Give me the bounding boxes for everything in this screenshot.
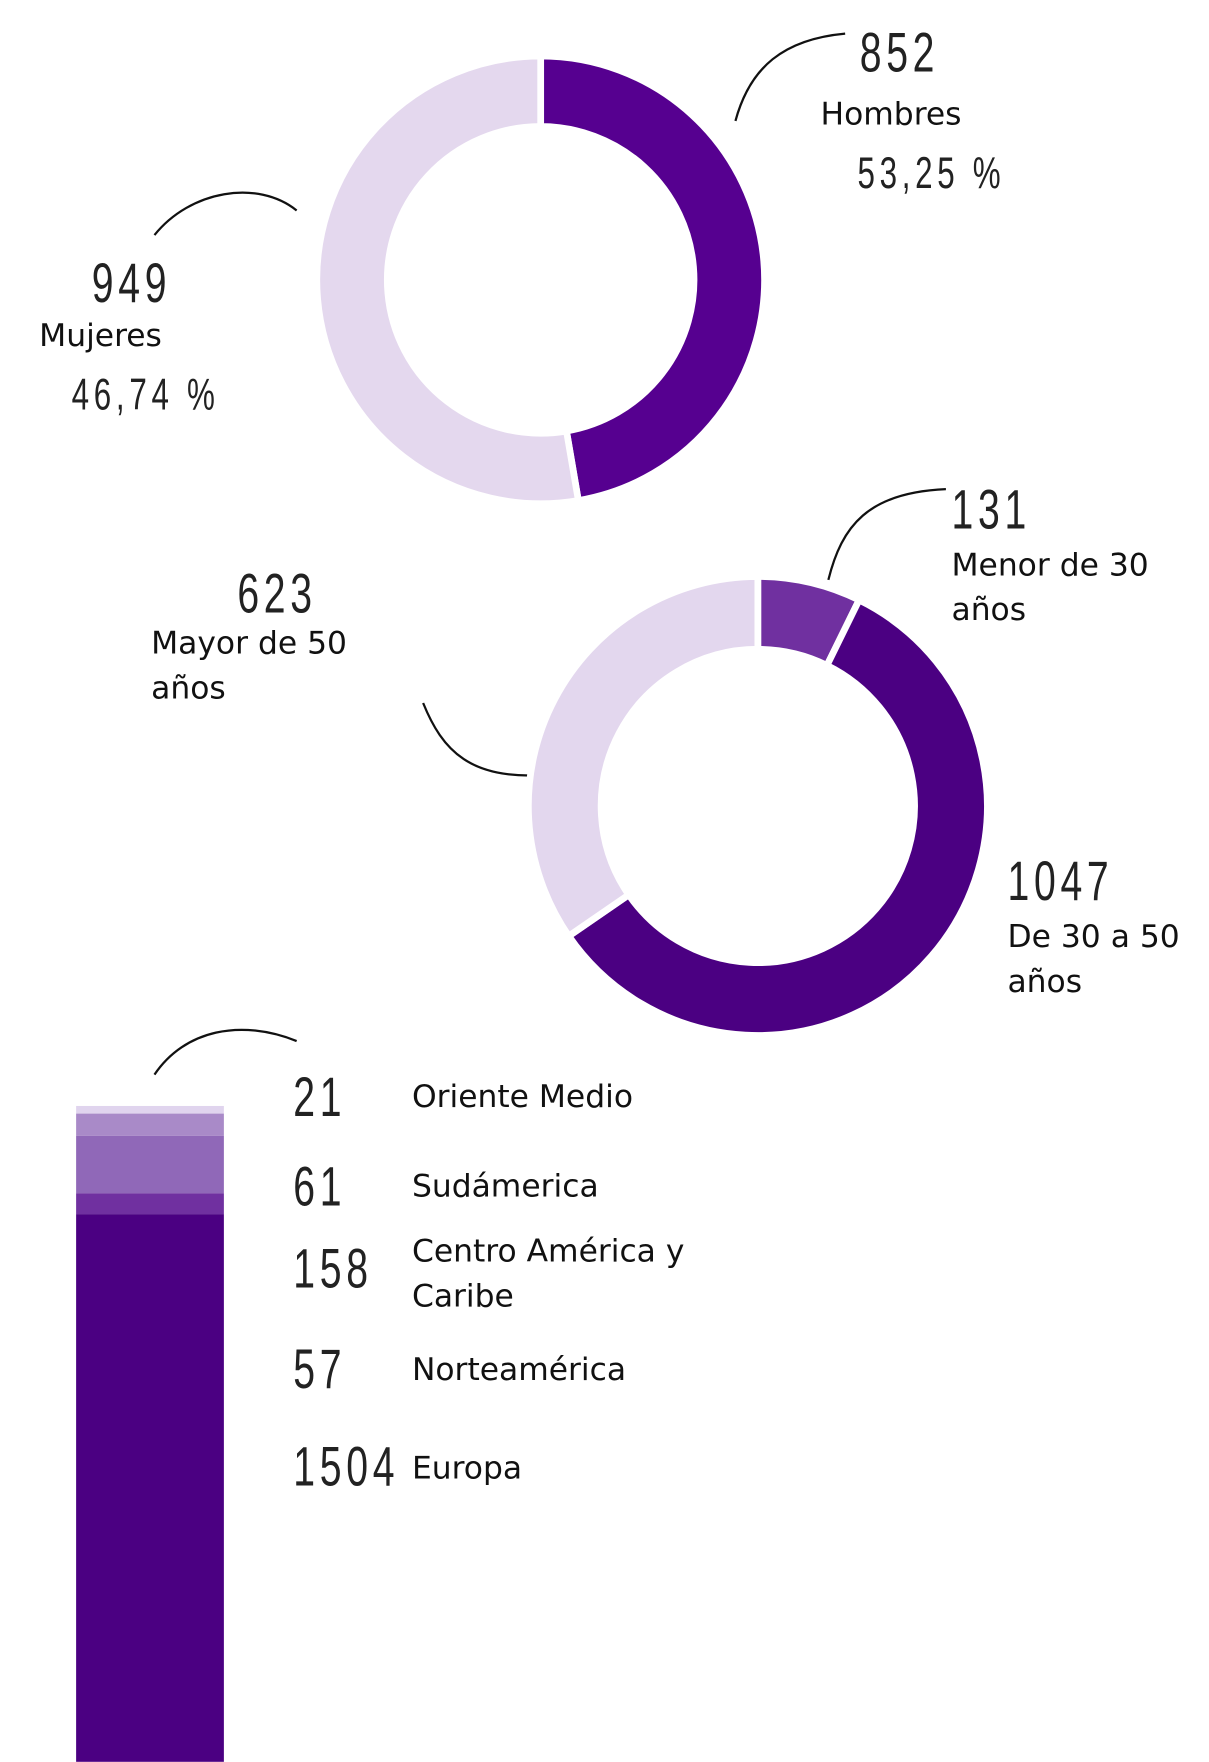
category-label: Mayor de 50 años [151, 624, 347, 707]
donut-segment [564, 595, 991, 1039]
connectors [153, 32, 946, 1076]
bar-segment [76, 1135, 224, 1194]
category-label: Norteamérica [411, 1351, 627, 1389]
connector [827, 488, 946, 581]
bar-segment [76, 1113, 224, 1136]
donut-segment [525, 573, 762, 941]
value-label: 1047 [1007, 849, 1114, 913]
percent-label: 53,25 % [857, 148, 1006, 199]
category-label: Hombres [820, 95, 962, 133]
category-label: Sudámerica [411, 1167, 599, 1205]
value-label: 949 [91, 251, 172, 315]
value-label: 21 [293, 1065, 347, 1129]
donut-segment [313, 52, 583, 508]
value-label: 1504 [293, 1435, 400, 1498]
bar-segment [76, 1105, 224, 1114]
value-label: 131 [951, 477, 1031, 541]
connector [153, 191, 298, 236]
category-label: Mujeres [39, 316, 162, 354]
category-label: Europa [411, 1449, 523, 1487]
connector [734, 32, 846, 122]
bar-segment [76, 1214, 224, 1762]
category-label: De 30 a 50 años [1007, 917, 1180, 1000]
value-label: 158 [293, 1236, 373, 1300]
connector [422, 702, 549, 777]
value-label: 61 [293, 1155, 347, 1218]
category-label: Menor de 30 años [951, 546, 1149, 628]
donut-segment [537, 52, 768, 505]
category-label: Centro América y Caribe [411, 1232, 685, 1315]
connector [153, 1028, 298, 1076]
value-label: 623 [237, 561, 317, 625]
value-label: 852 [859, 21, 940, 84]
percent-label: 46,74 % [71, 370, 220, 420]
category-label: Oriente Medio [411, 1077, 634, 1115]
bar-segment [76, 1193, 224, 1215]
value-label: 57 [293, 1337, 347, 1401]
